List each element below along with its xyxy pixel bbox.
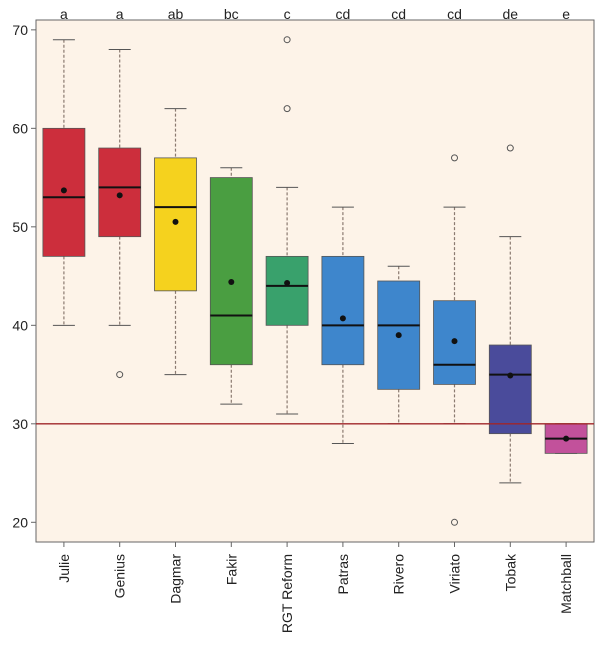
box-patras <box>321 206 365 445</box>
x-axis: Julie Genius Dagmar Fakir RGT Reform Patras Ri… <box>56 542 574 633</box>
iqr-box <box>265 255 309 326</box>
mean-point <box>395 332 402 339</box>
outlier-point <box>116 371 124 379</box>
y-tick-label: 50 <box>12 219 28 235</box>
plot-area <box>35 19 595 543</box>
group-letter: de <box>503 6 519 22</box>
x-tick-label: RGT Reform <box>279 554 295 633</box>
x-tick-label: Viriato <box>447 554 463 594</box>
box-dagmar <box>154 108 197 376</box>
x-tick-label: Matchball <box>558 554 574 614</box>
x-tick-label: Dagmar <box>168 554 184 604</box>
outlier-point <box>283 36 291 44</box>
box-rgt-reform <box>265 36 309 415</box>
box-genius <box>98 49 142 379</box>
box-matchball <box>544 423 588 454</box>
group-letter: bc <box>224 6 239 22</box>
box-rivero <box>377 265 421 425</box>
box-viriato <box>433 154 476 526</box>
y-tick-label: 30 <box>12 416 28 432</box>
y-tick-label: 70 <box>12 22 28 38</box>
group-letters: a a ab bc c cd cd cd de e <box>60 6 570 22</box>
iqr-box <box>209 177 253 366</box>
group-letter: c <box>284 6 291 22</box>
y-tick-label: 40 <box>12 317 28 333</box>
mean-point <box>228 278 235 285</box>
mean-point <box>172 218 179 225</box>
y-tick-label: 20 <box>12 514 28 530</box>
mean-point <box>284 279 291 286</box>
x-tick-label: Fakir <box>223 554 239 585</box>
group-letter: a <box>60 6 68 22</box>
group-letter: cd <box>391 6 406 22</box>
box-fakir <box>209 167 253 405</box>
outlier-point <box>283 105 291 113</box>
boxes <box>42 36 588 526</box>
x-tick-label: Julie <box>56 554 72 583</box>
outlier-point <box>451 154 458 162</box>
x-tick-label: Patras <box>335 554 351 594</box>
mean-point <box>116 192 123 199</box>
group-letter: cd <box>447 6 462 22</box>
mean-point <box>563 435 570 442</box>
iqr-box <box>321 255 365 366</box>
box-tobak <box>488 144 532 484</box>
group-letter: a <box>116 6 124 22</box>
iqr-box <box>488 344 532 435</box>
y-tick-label: 60 <box>12 120 28 136</box>
mean-point <box>60 187 67 194</box>
mean-point <box>451 338 458 345</box>
mean-point <box>339 315 346 322</box>
x-tick-label: Tobak <box>502 553 518 591</box>
group-letter: cd <box>336 6 351 22</box>
outlier-point <box>451 518 458 526</box>
mean-point <box>507 372 514 379</box>
x-tick-label: Genius <box>112 554 128 598</box>
x-tick-label: Rivero <box>391 554 407 595</box>
group-letter: ab <box>168 6 184 22</box>
outlier-point <box>506 144 514 152</box>
group-letter: e <box>562 6 570 22</box>
box-julie <box>42 39 86 326</box>
y-axis: 20 30 40 50 60 70 <box>12 22 36 530</box>
